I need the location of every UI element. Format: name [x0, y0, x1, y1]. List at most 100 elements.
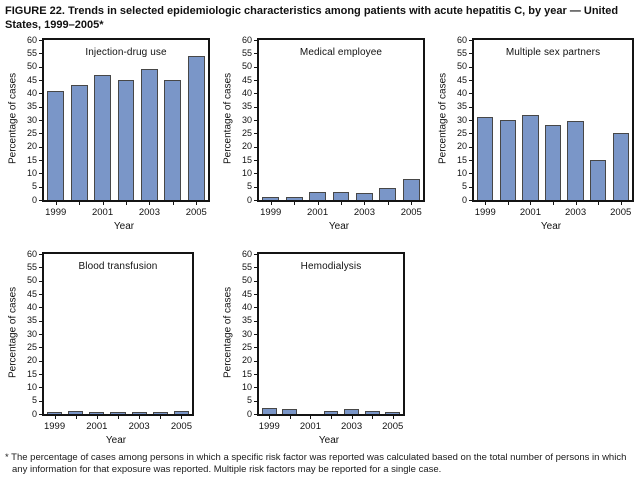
y-tick-label: 35	[241, 315, 252, 326]
x-tick-mark	[269, 416, 271, 419]
bar-slot-2005	[171, 254, 192, 414]
y-tick-mark	[39, 200, 42, 201]
bar-slot-2004	[161, 40, 184, 200]
y-tick-label: 25	[26, 127, 37, 138]
y-tick-label: 0	[461, 194, 467, 205]
x-axis-label: Year	[318, 435, 340, 446]
bar-slot-2004	[150, 254, 171, 414]
bar-slot-2003	[129, 254, 150, 414]
y-tick-label: 55	[26, 47, 37, 58]
y-tick-mark	[469, 40, 472, 41]
y-tick-label: 10	[26, 167, 37, 178]
y-tick-mark	[469, 160, 472, 161]
x-axis-label: Year	[113, 221, 135, 232]
y-tick-mark	[39, 334, 42, 335]
bar-slot-1999	[259, 40, 282, 200]
bar-2000	[68, 411, 84, 414]
y-tick-label: 10	[456, 167, 467, 178]
y-tick-label: 25	[241, 341, 252, 352]
y-tick-label: 45	[26, 74, 37, 85]
y-tick-mark	[254, 160, 257, 161]
y-tick-mark	[469, 133, 472, 135]
x-tick-mark	[118, 416, 119, 419]
plot-area: Multiple sex partners	[472, 38, 634, 202]
y-tick-label: 60	[26, 248, 37, 259]
y-tick-mark	[469, 106, 472, 108]
y-tick-mark	[254, 320, 257, 322]
x-axis-label: Year	[105, 435, 127, 446]
y-tick-mark	[39, 414, 42, 415]
bar-2003	[344, 409, 359, 414]
x-tick-mark	[620, 202, 622, 205]
x-tick-mark	[181, 416, 183, 419]
x-tick-mark	[598, 202, 600, 205]
y-tick-label: 20	[241, 355, 252, 366]
y-tick-label: 30	[241, 114, 252, 125]
bar-2004	[590, 160, 607, 200]
x-tick-label: 2005	[185, 207, 207, 218]
y-tick-label: 0	[31, 408, 37, 419]
y-tick-label: 35	[26, 101, 37, 112]
x-tick-mark	[160, 416, 162, 419]
y-tick-mark	[254, 360, 257, 362]
bar-slot-2000	[67, 40, 90, 200]
bar-slot-2002	[542, 40, 565, 200]
figure-title: FIGURE 22. Trends in selected epidemiolo…	[5, 5, 619, 31]
chart-title: Hemodialysis	[300, 261, 362, 272]
x-tick-label: 2003	[138, 207, 160, 218]
y-tick-mark	[39, 173, 42, 175]
x-tick-mark	[139, 416, 141, 419]
y-tick-mark	[469, 200, 472, 201]
chart-title: Medical employee	[299, 47, 383, 58]
x-tick-mark	[341, 202, 342, 205]
y-tick-label: 30	[456, 114, 467, 125]
plot-area: Injection-drug use	[42, 38, 210, 202]
x-tick-mark	[55, 202, 57, 205]
y-tick-label: 25	[456, 127, 467, 138]
bar-slot-2003	[564, 40, 587, 200]
bar-series	[259, 254, 403, 414]
x-axis-label: Year	[540, 221, 562, 232]
y-tick-mark	[254, 400, 257, 402]
bar-2001	[522, 115, 539, 200]
bar-2005	[187, 56, 205, 200]
bar-2000	[285, 197, 303, 200]
y-tick-label: 50	[456, 61, 467, 72]
plot-area: Blood transfusion	[42, 252, 194, 416]
bar-2001	[89, 412, 105, 414]
y-tick-label: 15	[456, 154, 467, 165]
x-tick-mark	[351, 416, 353, 419]
y-tick-mark	[39, 387, 42, 389]
y-tick-label: 15	[241, 154, 252, 165]
bar-slot-2002	[114, 40, 137, 200]
y-tick-label: 50	[26, 61, 37, 72]
bar-2000	[282, 409, 298, 414]
x-tick-mark	[317, 202, 319, 205]
x-tick-label: 2003	[564, 207, 587, 218]
plot-area: Medical employee	[257, 38, 425, 202]
x-tick-mark	[331, 416, 332, 419]
bar-slot-2005	[185, 40, 208, 200]
bar-2004	[364, 411, 380, 414]
y-tick-label: 20	[241, 141, 252, 152]
y-tick-mark	[254, 173, 257, 175]
y-tick-label: 5	[31, 181, 37, 192]
y-tick-mark	[254, 120, 257, 121]
y-tick-mark	[469, 146, 472, 148]
y-tick-mark	[254, 307, 257, 309]
chart-hemodialysis: Percentage of cases 0 5 10 15 20 25 30 35 40 45 50 5…	[223, 247, 409, 449]
y-tick-label: 45	[241, 74, 252, 85]
bar-slot-2000	[497, 40, 520, 200]
bar-2001	[309, 192, 326, 200]
x-tick-mark	[79, 202, 81, 205]
y-tick-mark	[254, 53, 257, 55]
bar-slot-2000	[280, 254, 301, 414]
y-tick-mark	[39, 146, 42, 148]
x-tick-mark	[485, 202, 487, 205]
y-tick-mark	[254, 294, 257, 295]
bar-2005	[402, 179, 420, 200]
chart-title: Blood transfusion	[78, 261, 158, 272]
x-tick-label: 1999	[474, 207, 496, 218]
y-tick-label: 15	[26, 368, 37, 379]
y-tick-label: 20	[456, 141, 467, 152]
